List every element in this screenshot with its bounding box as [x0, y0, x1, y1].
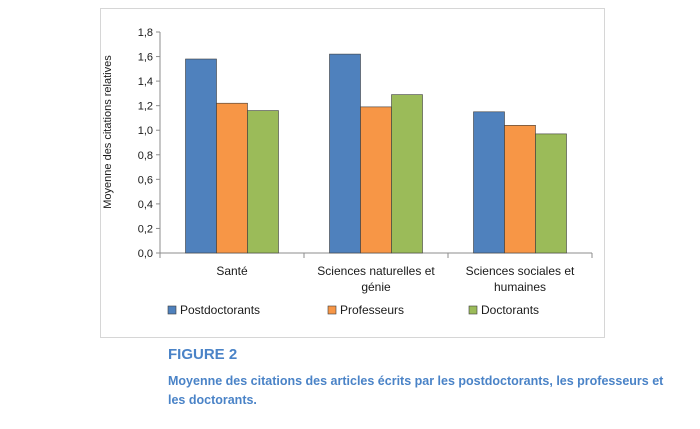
bar-professeurs [504, 125, 536, 254]
bar-doctorants [535, 133, 567, 254]
legend-label: Professeurs [340, 303, 404, 317]
bar-chart: Moyenne des citations relatives 0,0 0,2 0,… [102, 27, 593, 317]
legend-swatch-professeurs [327, 305, 337, 315]
chart-frame: Moyenne des citations relatives 0,0 0,2 0,… [100, 8, 605, 338]
bar-postdoctorants [329, 53, 361, 254]
y-tick-label: 0,0 [138, 248, 153, 260]
legend-label: Postdoctorants [180, 303, 260, 317]
legend-swatch-postdoctorants [167, 305, 177, 315]
x-category-label: Santé [216, 264, 248, 278]
bar-postdoctorants [473, 111, 505, 254]
y-tick-label: 1,8 [138, 27, 153, 39]
x-category-label: Sciences naturelles et [317, 264, 435, 278]
legend-swatch-doctorants [468, 305, 478, 315]
x-category-label: humaines [494, 280, 546, 294]
legend-label: Doctorants [481, 303, 539, 317]
bar-doctorants [247, 110, 279, 254]
y-tick-label: 0,8 [138, 150, 153, 162]
bar-postdoctorants [185, 58, 217, 254]
bar-professeurs [360, 106, 392, 254]
bar-doctorants [391, 94, 423, 254]
y-tick-label: 0,2 [138, 223, 153, 235]
y-tick-label: 1,0 [138, 125, 153, 137]
x-category-label: Sciences sociales et [466, 264, 575, 278]
figure-number: FIGURE 2 [168, 346, 238, 363]
figure-caption: Moyenne des citations des articles écrit… [168, 374, 664, 407]
y-tick-label: 0,4 [138, 199, 153, 211]
x-category-label: génie [361, 280, 391, 294]
bar-professeurs [216, 102, 248, 254]
y-tick-label: 1,2 [138, 101, 153, 113]
y-tick-label: 1,4 [138, 76, 153, 88]
y-tick-label: 0,6 [138, 174, 153, 186]
y-tick-label: 1,6 [138, 52, 153, 64]
y-axis-title: Moyenne des citations relatives [102, 55, 114, 209]
